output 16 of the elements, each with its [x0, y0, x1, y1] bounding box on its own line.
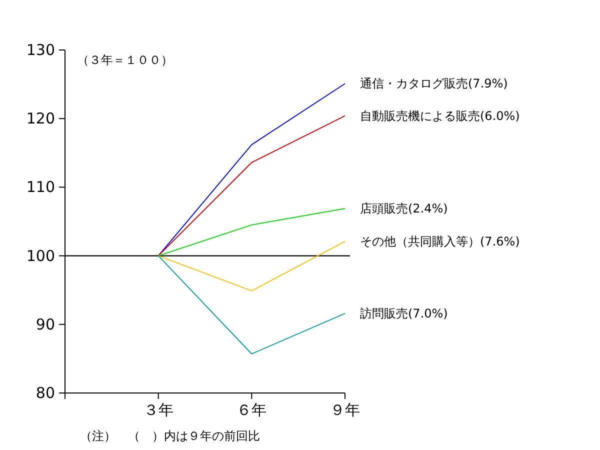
- series-label: 通信・カタログ販売(7.9%): [360, 76, 508, 91]
- series-label: 訪問販売(7.0%): [360, 306, 448, 320]
- series-label: その他（共同購入等）(7.6%): [360, 234, 520, 248]
- series-label: 自動販売機による販売(6.0%): [360, 108, 520, 123]
- x-tick-label: ６年: [236, 401, 267, 419]
- x-tick-label: ３年: [143, 401, 174, 419]
- y-tick-label: 80: [36, 384, 55, 402]
- annotation: （３年＝１００）: [77, 53, 173, 67]
- y-tick-label: 130: [26, 41, 55, 59]
- series-label: 店頭販売(2.4%): [360, 201, 448, 216]
- y-tick-label: 110: [26, 178, 55, 196]
- y-tick-label: 90: [36, 315, 55, 334]
- x-tick-label: ９年: [330, 401, 360, 419]
- y-tick-label: 120: [26, 110, 55, 128]
- y-tick-label: 100: [26, 246, 55, 265]
- text: （注） （ ）内は９年の前回比: [80, 429, 260, 443]
